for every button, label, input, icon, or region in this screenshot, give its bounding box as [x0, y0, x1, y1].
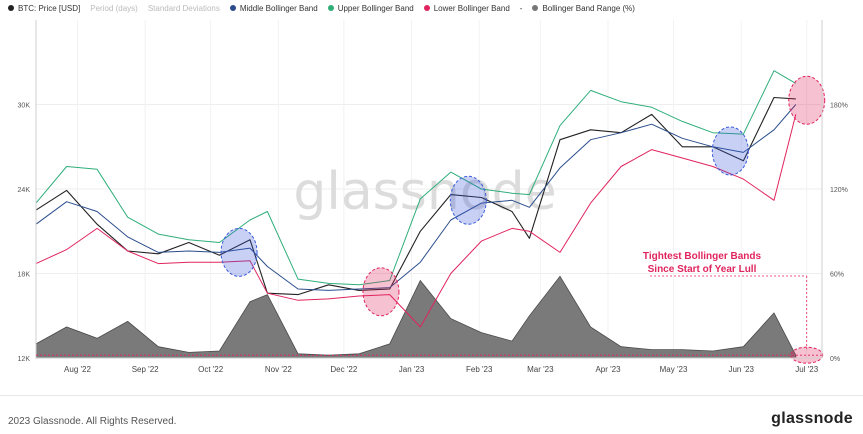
x-tick-label: Oct '22: [198, 365, 224, 374]
legend-dot-icon: [532, 5, 539, 11]
series-lines: [35, 70, 797, 328]
footer: 2023 Glassnode. All Rights Reserved. gla…: [0, 395, 863, 434]
legend-item[interactable]: Standard Deviations: [148, 4, 220, 13]
y-tick-label-right: 60%: [830, 272, 844, 279]
annotation-text-line: Since Start of Year Lull: [648, 264, 757, 275]
annotation: Tightest Bollinger Bands Since Start of Y…: [36, 251, 822, 356]
x-tick-label: Sep '22: [132, 365, 159, 374]
y-tick-label-left: 18K: [18, 272, 31, 279]
legend-label: BTC: Price [USD]: [18, 3, 81, 13]
x-tick-label: Jul '23: [795, 365, 818, 374]
legend-item[interactable]: Lower Bollinger Band: [423, 3, 510, 13]
x-tick-label: May '23: [660, 365, 688, 374]
legend-label: -: [519, 3, 523, 13]
series-line-middle-bollinger-band: [35, 104, 797, 291]
series-area-band-range: [35, 275, 797, 359]
series-line-upper-bollinger-band: [35, 70, 797, 286]
legend-dot-icon: [229, 5, 236, 11]
y-tick-label-left: 12K: [18, 356, 31, 363]
legend-label: Period (days): [90, 3, 138, 13]
bollinger-chart: glassnode 12K 18K 24K 30K 0% 60% 120% 180% Aug '…: [18, 20, 848, 374]
band-range-area: [35, 275, 797, 359]
legend-item[interactable]: Period (days): [90, 4, 138, 13]
y-tick-label-right: 180%: [830, 103, 848, 110]
y-tick-label-left: 30K: [18, 103, 31, 110]
legend-dot-icon: [327, 5, 334, 11]
legend-label: Standard Deviations: [147, 3, 220, 13]
highlight-circle: [362, 267, 400, 317]
series-line-lower-bollinger-band: [35, 114, 797, 328]
y-tick-label-left: 24K: [18, 187, 31, 194]
legend-item[interactable]: Upper Bollinger Band: [327, 3, 414, 13]
highlight-circle: [711, 126, 749, 176]
chart-grid: [36, 20, 822, 359]
y-tick-label-right: 120%: [830, 187, 848, 194]
highlight-circle: [220, 227, 258, 277]
x-tick-label: Aug '22: [64, 365, 91, 374]
legend-dot-icon: [423, 5, 430, 11]
copyright-text: 2023 Glassnode. All Rights Reserved.: [8, 416, 177, 427]
x-tick-label: Apr '23: [595, 365, 621, 374]
series-line-btc-price-usd-: [35, 96, 796, 296]
x-tick-label: Mar '23: [527, 365, 554, 374]
legend-item[interactable]: Bollinger Band Range (%): [532, 4, 635, 13]
y-tick-label-right: 0%: [830, 356, 840, 363]
legend-dot-icon: [8, 5, 14, 11]
legend-label: Lower Bollinger Band: [433, 3, 510, 13]
highlight-circle: [449, 175, 487, 225]
highlight-circle: [788, 75, 826, 125]
chart-axes: 12K 18K 24K 30K 0% 60% 120% 180% Aug '22 Sep '22 O…: [18, 20, 848, 374]
brand-logo[interactable]: glassnode: [771, 410, 853, 427]
legend-item[interactable]: Middle Bollinger Band: [229, 3, 318, 13]
legend-item[interactable]: BTC: Price [USD]: [8, 4, 80, 13]
x-tick-label: Feb '23: [466, 365, 493, 374]
x-tick-label: Nov '22: [265, 365, 292, 374]
highlight-circle: [790, 346, 824, 364]
watermark: glassnode: [293, 162, 556, 222]
x-tick-label: Jun '23: [728, 365, 754, 374]
highlight-circles: [220, 75, 826, 364]
legend-label: Upper Bollinger Band: [337, 3, 414, 13]
x-tick-label: Dec '22: [330, 365, 357, 374]
annotation-text-line: Tightest Bollinger Bands: [643, 251, 762, 262]
legend-item[interactable]: -: [520, 4, 523, 13]
chart-legend: BTC: Price [USD] Period (days) Standard De…: [8, 2, 635, 14]
x-tick-label: Jan '23: [399, 365, 425, 374]
legend-label: Bollinger Band Range (%): [542, 3, 635, 13]
legend-label: Middle Bollinger Band: [239, 3, 318, 13]
